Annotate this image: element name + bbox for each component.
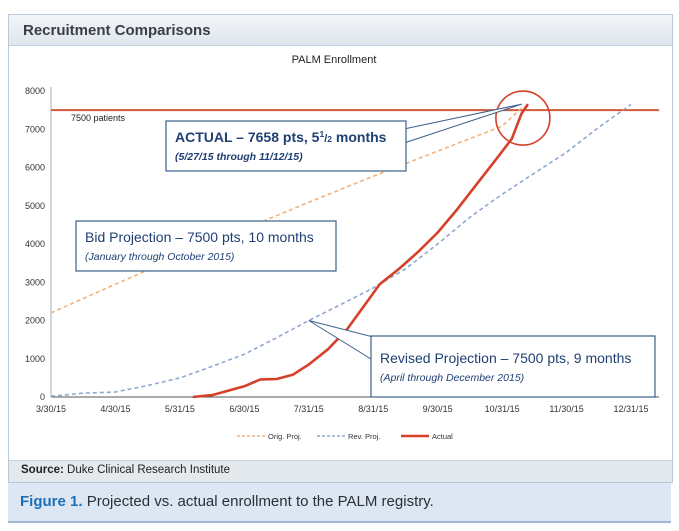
- enrollment-chart: PALM Enrollment 0 1000 2000 3000 4000 5000 600…: [9, 46, 672, 460]
- x-tick-label: 9/30/15: [423, 404, 453, 414]
- annotation-actual-subtitle: (5/27/15 through 11/12/15): [175, 151, 303, 163]
- annotation-revised-title: Revised Projection – 7500 pts, 9 months: [380, 350, 631, 366]
- y-tick-label: 5000: [25, 201, 45, 211]
- annotation-actual-subscript: 2: [327, 134, 332, 144]
- annotation-bid: Bid Projection – 7500 pts, 10 months (Ja…: [75, 220, 337, 272]
- annotation-actual-slash: /: [324, 133, 327, 145]
- y-tick-label: 2000: [25, 316, 45, 326]
- x-tick-label: 12/31/15: [613, 404, 648, 414]
- caption-text: Projected vs. actual enrollment to the P…: [86, 493, 434, 510]
- actual-endpoint-highlight: [495, 90, 551, 146]
- chart-panel: Recruitment Comparisons PALM Enrollment …: [8, 14, 673, 483]
- x-tick-label: 6/30/15: [229, 404, 259, 414]
- figure-caption-bar: Figure 1. Projected vs. actual enrollmen…: [8, 483, 671, 523]
- y-tick-label: 1000: [25, 354, 45, 364]
- source-text: Duke Clinical Research Institute: [67, 464, 231, 476]
- annotation-actual-title-end: months: [332, 129, 387, 145]
- panel-title: Recruitment Comparisons: [23, 22, 211, 39]
- series-orig-proj: [50, 107, 522, 314]
- source-label: Source:: [21, 464, 64, 476]
- y-tick-label: 3000: [25, 277, 45, 287]
- figure-caption: Figure 1. Projected vs. actual enrollmen…: [20, 493, 434, 510]
- annotation-actual-box: [165, 120, 407, 172]
- legend-label: Rev. Proj.: [348, 432, 380, 441]
- x-tick-labels: 3/30/15 4/30/15 5/31/15 6/30/15 7/31/15 8/31/…: [36, 404, 649, 414]
- x-tick-label: 3/30/15: [36, 404, 66, 414]
- y-tick-labels: 0 1000 2000 3000 4000 5000 6000 7000 8000: [25, 86, 45, 402]
- x-tick-label: 11/30/15: [549, 404, 583, 414]
- annotation-actual-title-main: ACTUAL – 7658 pts, 5: [175, 129, 320, 145]
- y-tick-label: 6000: [25, 163, 45, 173]
- y-tick-label: 8000: [25, 86, 45, 96]
- y-tick-label: 4000: [25, 239, 45, 249]
- annotation-revised-box: [370, 335, 656, 398]
- source-bar: Source: Duke Clinical Research Institute: [9, 460, 672, 482]
- figure-number: Figure 1.: [20, 493, 83, 510]
- x-tick-label: 4/30/15: [100, 404, 130, 414]
- annotation-bid-subtitle: (January through October 2015): [85, 251, 234, 263]
- x-tick-label: 5/31/15: [165, 404, 195, 414]
- annotation-actual: ACTUAL – 7658 pts, 51/2 months (5/27/15 …: [165, 120, 407, 172]
- series-actual: [192, 103, 529, 399]
- x-tick-label: 7/31/15: [294, 404, 324, 414]
- x-tick-label: 8/31/15: [358, 404, 388, 414]
- legend: Orig. Proj. Rev. Proj. Actual: [237, 432, 453, 441]
- panel-header: Recruitment Comparisons: [9, 15, 672, 46]
- legend-label: Actual: [432, 432, 453, 441]
- chart-title: PALM Enrollment: [292, 54, 377, 66]
- annotation-revised: Revised Projection – 7500 pts, 9 months …: [370, 335, 656, 398]
- x-tick-label: 10/31/15: [485, 404, 520, 414]
- annotation-bid-box: [75, 220, 337, 272]
- source-line: Source: Duke Clinical Research Institute: [21, 464, 230, 476]
- annotation-bid-title: Bid Projection – 7500 pts, 10 months: [85, 229, 314, 245]
- target-label: 7500 patients: [71, 113, 126, 123]
- annotation-actual-title: ACTUAL – 7658 pts, 51/2 months: [175, 129, 387, 145]
- series-rev-proj: [50, 103, 632, 397]
- annotation-revised-subtitle: (April through December 2015): [380, 372, 524, 384]
- legend-label: Orig. Proj.: [268, 432, 302, 441]
- annotation-actual-superscript: 1: [319, 129, 324, 139]
- y-tick-label: 0: [40, 392, 45, 402]
- y-tick-label: 7000: [25, 124, 45, 134]
